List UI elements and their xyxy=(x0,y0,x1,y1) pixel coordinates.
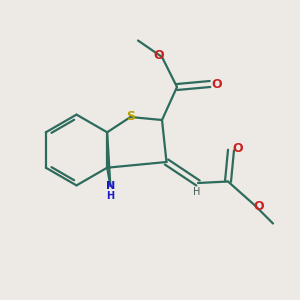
Text: H: H xyxy=(193,187,200,197)
Text: H: H xyxy=(106,191,115,201)
Text: O: O xyxy=(253,200,264,214)
Text: O: O xyxy=(211,77,222,91)
Text: S: S xyxy=(126,110,135,124)
Text: O: O xyxy=(153,49,164,62)
Text: N: N xyxy=(106,181,115,191)
Text: O: O xyxy=(232,142,243,155)
